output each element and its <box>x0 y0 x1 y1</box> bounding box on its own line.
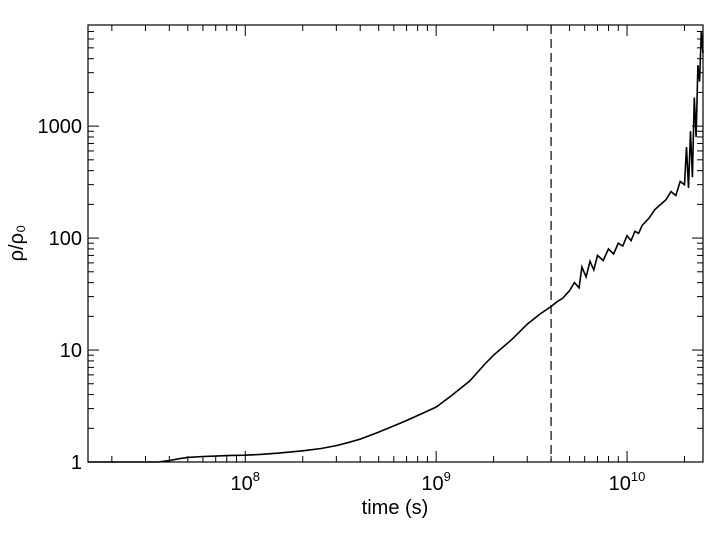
x-major-ticks <box>244 25 628 462</box>
y-axis-title: ρ/ρ₀ <box>6 225 28 262</box>
x-tick-label-1e8: 108 <box>231 469 260 495</box>
y-tick-label-1000: 1000 <box>38 116 83 138</box>
y-tick-label-100: 100 <box>49 228 82 250</box>
y-major-ticks <box>88 125 703 463</box>
x-axis-title: time (s) <box>362 497 429 519</box>
series-line-density <box>88 31 704 463</box>
x-tick-label-1e9: 109 <box>421 469 450 495</box>
y-minor-ticks <box>88 24 703 429</box>
y-tick-label-10: 10 <box>60 340 82 362</box>
y-tick-label-1: 1 <box>71 452 82 474</box>
x-minor-ticks <box>111 25 686 462</box>
plot-frame <box>87 24 704 463</box>
x-tick-label-1e10: 1010 <box>609 469 646 495</box>
